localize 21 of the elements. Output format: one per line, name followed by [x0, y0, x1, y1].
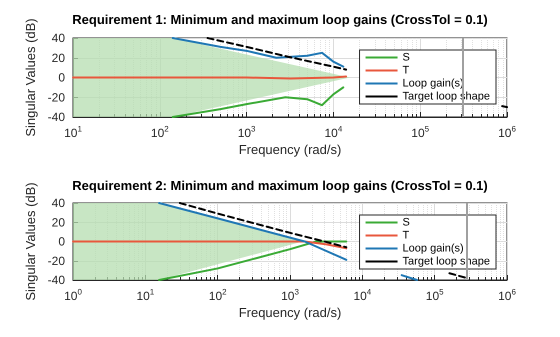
chart-title: Requirement 1: Minimum and maximum loop gains (CrossTol = 0.1)	[72, 12, 488, 27]
legend-label: T	[402, 64, 410, 76]
legend-label: S	[402, 52, 410, 64]
y-tick-label: -20	[48, 90, 66, 104]
y-tick-label: 20	[52, 50, 66, 65]
y-tick-label: 20	[52, 215, 66, 230]
legend-label: T	[402, 230, 410, 242]
y-tick-label: -40	[48, 110, 66, 124]
legend-label: Loop gain(s)	[402, 242, 464, 254]
x-axis-title: Frequency (rad/s)	[238, 305, 342, 320]
y-tick-label: 0	[58, 70, 66, 84]
y-tick-label: -40	[48, 273, 66, 287]
y-tick-label: 0	[58, 234, 66, 248]
chart-title: Requirement 2: Minimum and maximum loop gains (CrossTol = 0.1)	[72, 178, 488, 193]
y-axis-title: Singular Values (dB)	[22, 18, 38, 137]
x-axis-title: Frequency (rad/s)	[238, 142, 342, 157]
y-tick-label: 40	[52, 31, 66, 45]
y-axis-title: Singular Values (dB)	[22, 182, 38, 301]
y-tick-label: 40	[52, 196, 66, 210]
legend-label: S	[402, 216, 410, 228]
y-tick-label: -20	[48, 254, 66, 268]
